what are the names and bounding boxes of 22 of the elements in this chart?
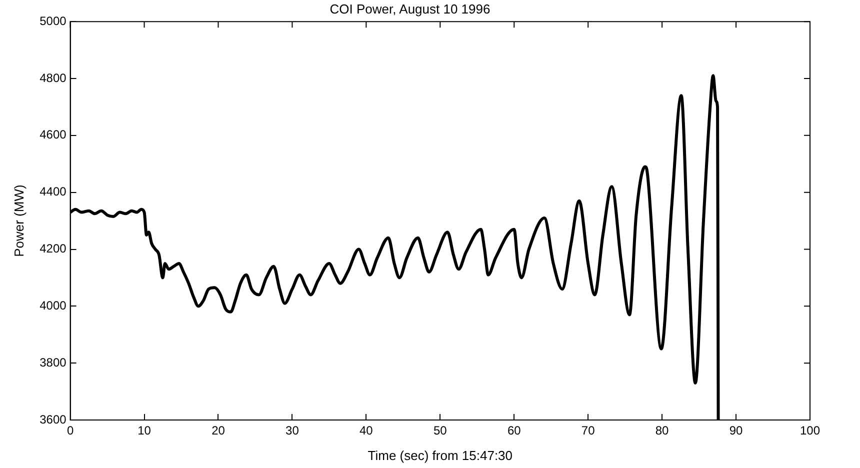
x-tick-label: 0	[66, 424, 74, 438]
y-tick-label: 3600	[40, 412, 67, 426]
y-tick-label: 4200	[40, 242, 67, 256]
x-tick-label: 90	[729, 424, 744, 438]
y-tick-label: 3800	[40, 355, 67, 370]
chart-title: COI Power, August 10 1996	[330, 1, 490, 16]
x-tick-label: 30	[286, 424, 300, 438]
y-tick-label: 5000	[40, 14, 67, 28]
x-tick-label: 50	[433, 424, 448, 438]
x-tick-label: 20	[212, 424, 226, 438]
y-tick-label: 4800	[40, 70, 67, 85]
x-tick-label: 80	[655, 424, 670, 438]
x-axis-title: Time (sec) from 15:47:30	[368, 448, 513, 463]
y-tick-label: 4600	[40, 128, 67, 142]
x-tick-label: 40	[359, 424, 374, 438]
x-tick-label: 60	[507, 424, 522, 438]
x-tick-label: 100	[800, 424, 820, 438]
y-axis-title: Power (MW)	[11, 184, 26, 257]
y-tick-label: 4000	[40, 298, 67, 312]
y-tick-label: 4400	[40, 184, 67, 199]
x-tick-label: 70	[581, 424, 596, 438]
x-tick-label: 10	[138, 424, 152, 438]
